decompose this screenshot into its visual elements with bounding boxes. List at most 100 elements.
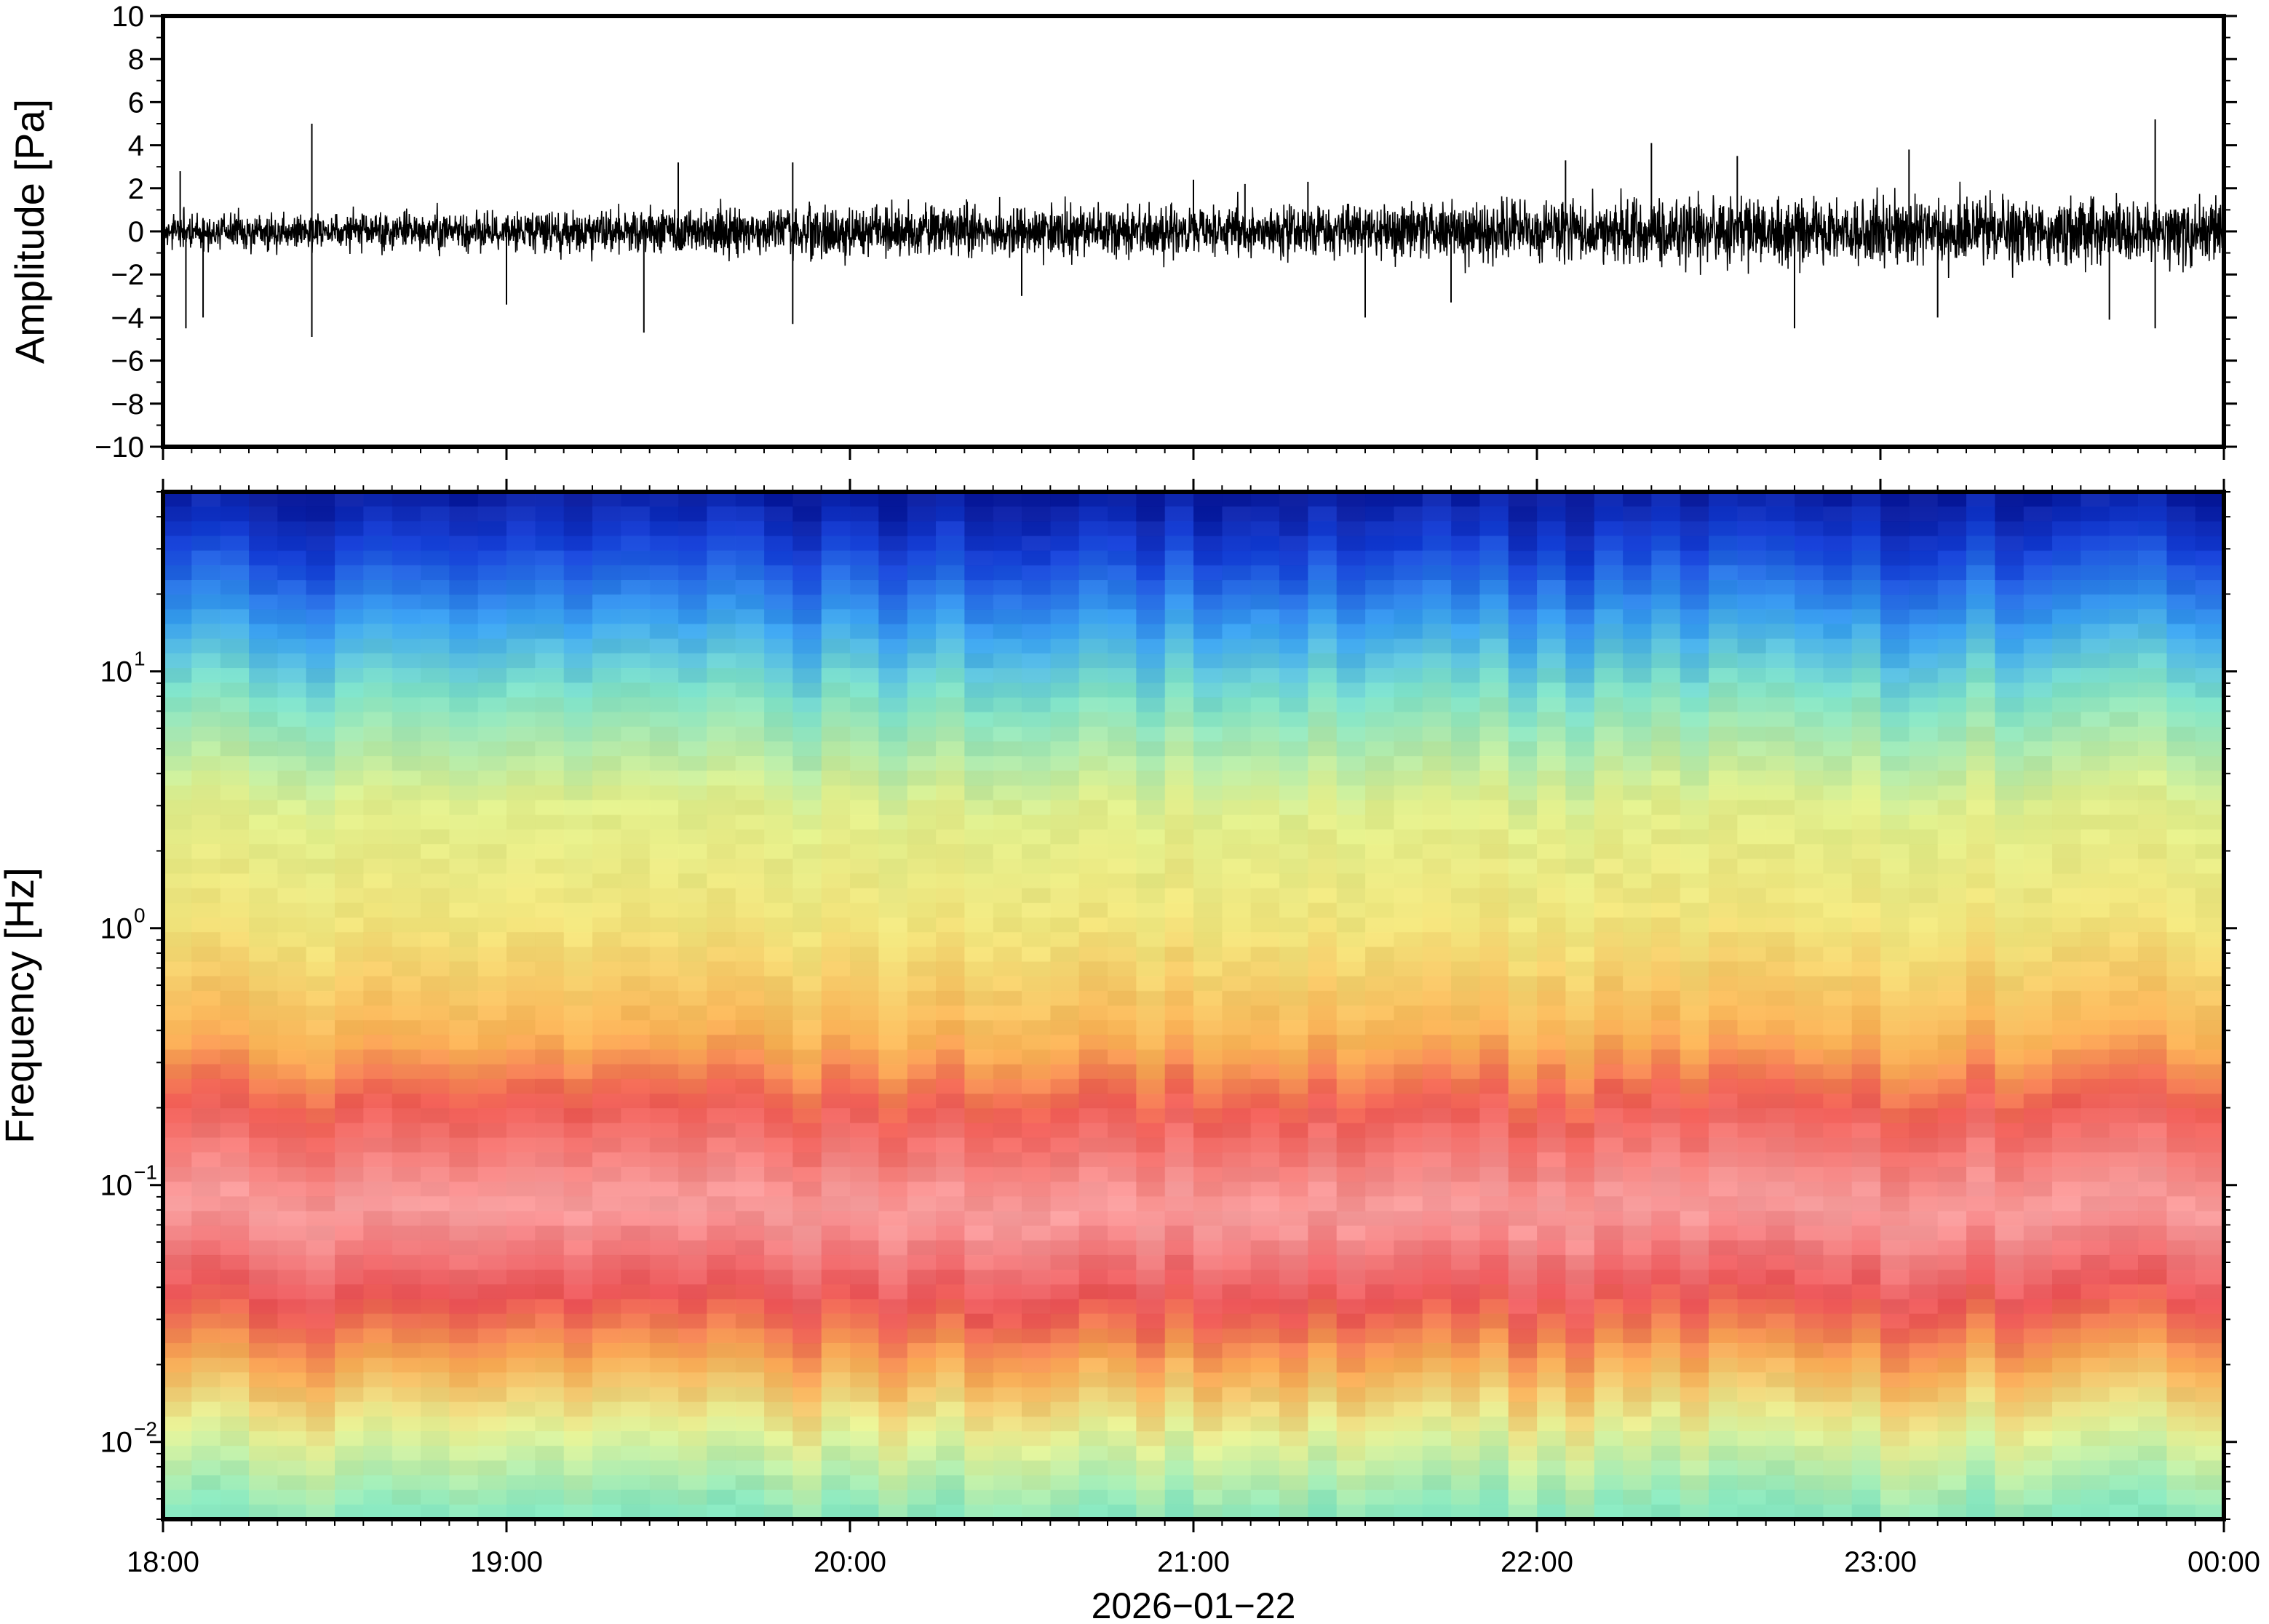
spectrogram-cell [477, 580, 507, 595]
spectrogram-cell [878, 1504, 908, 1519]
spectrogram-cell [191, 961, 221, 977]
spectrogram-cell [1422, 1137, 1452, 1153]
spectrogram-cell [878, 1401, 908, 1417]
spectrogram-cell [1651, 902, 1681, 918]
spectrogram-cell [1050, 1152, 1080, 1168]
spectrogram-cell [449, 1504, 479, 1519]
spectrogram-cell [1479, 668, 1509, 683]
spectrogram-cell [563, 990, 593, 1006]
spectrogram-cell [936, 506, 965, 522]
spectrogram-cell [449, 506, 479, 522]
spectrogram-cell [1336, 800, 1366, 816]
spectrogram-cell [2081, 947, 2110, 963]
spectrogram-cell [1078, 1460, 1108, 1476]
spectrogram-cell [1164, 1035, 1194, 1051]
spectrogram-cell [1022, 1328, 1051, 1344]
spectrogram-cell [191, 829, 221, 845]
spectrogram-cell [2023, 1372, 2053, 1388]
spectrogram-cell [191, 785, 221, 801]
spectrogram-cell [592, 756, 621, 771]
spectrogram-cell [1451, 1035, 1480, 1051]
spectrogram-cell [163, 1035, 192, 1051]
spectrogram-cell [1537, 741, 1566, 757]
spectrogram-cell [1479, 1152, 1509, 1168]
spectrogram-cell [1279, 1387, 1308, 1403]
spectrogram-cell [1164, 1460, 1194, 1476]
spectrogram-cell [1995, 1446, 2024, 1461]
spectrogram-cell [1479, 1372, 1509, 1388]
spectrogram-cell [1594, 1094, 1624, 1109]
spectrogram-cell [392, 668, 421, 683]
spectrogram-cell [1651, 1270, 1681, 1285]
spectrogram-cell [1709, 1006, 1738, 1021]
spectrogram-cell [1394, 829, 1423, 845]
spectrogram-cell [1365, 1430, 1394, 1446]
spectrogram-cell [449, 565, 479, 581]
spectrogram-cell [2081, 492, 2110, 507]
spectrogram-cell [1795, 1460, 1824, 1476]
spectrogram-cell [1222, 1094, 1252, 1109]
spectrogram-cell [2081, 829, 2110, 845]
spectrogram-cell [1765, 1225, 1795, 1241]
spectrogram-cell [1451, 506, 1480, 522]
spectrogram-cell [1880, 1035, 1910, 1051]
spectrogram-cell [2138, 990, 2167, 1006]
spectrogram-cell [1823, 844, 1853, 859]
spectrogram-cell [1479, 506, 1509, 522]
spectrogram-cell [621, 1299, 651, 1315]
spectrogram-cell [621, 990, 651, 1006]
spectrogram-cell [1937, 668, 1967, 683]
spectrogram-cell [678, 1049, 707, 1065]
spectrogram-cell [2109, 785, 2139, 801]
spectrogram-cell [449, 1313, 479, 1329]
spectrogram-cell [1851, 492, 1881, 507]
spectrogram-cell [335, 594, 364, 610]
spectrogram-cell [792, 550, 822, 566]
spectrogram-cell [621, 1504, 651, 1519]
spectrogram-cell [249, 1006, 278, 1021]
spectrogram-cell [535, 521, 565, 537]
spectrogram-cell [878, 1123, 908, 1139]
spectrogram-cell [249, 1401, 278, 1417]
spectrogram-cell [878, 1313, 908, 1329]
spectrogram-cell [363, 726, 393, 742]
spectrogram-cell [1765, 756, 1795, 771]
spectrogram-cell [2138, 1504, 2167, 1519]
spectrogram-cell [1479, 1211, 1509, 1227]
spectrogram-cell [1108, 1416, 1137, 1432]
spectrogram-cell [592, 1504, 621, 1519]
spectrogram-cell [993, 697, 1022, 713]
spectrogram-cell [735, 1254, 765, 1270]
spectrogram-cell [964, 697, 994, 713]
spectrogram-cell [1537, 873, 1566, 889]
spectrogram-cell [1250, 814, 1280, 830]
spectrogram-cell [621, 1078, 651, 1094]
spectrogram-cell [821, 1372, 851, 1388]
spectrogram-cell [1795, 1328, 1824, 1344]
spectrogram-cell [2109, 712, 2139, 728]
spectrogram-cell [1193, 1358, 1223, 1373]
spectrogram-cell [1422, 594, 1452, 610]
spectrogram-cell [1078, 697, 1108, 713]
spectrogram-cell [707, 814, 736, 830]
spectrogram-cell [1651, 873, 1681, 889]
spectrogram-cell [1022, 1152, 1051, 1168]
spectrogram-cell [277, 961, 307, 977]
spectrogram-cell [964, 873, 994, 889]
spectrogram-cell [1394, 785, 1423, 801]
spectrogram-cell [477, 1270, 507, 1285]
spectrogram-cell [506, 1460, 536, 1476]
spectrogram-cell [821, 1182, 851, 1197]
spectrogram-cell [1193, 1020, 1223, 1035]
spectrogram-cell [1022, 1270, 1051, 1285]
spectrogram-cell [1623, 1078, 1652, 1094]
spectrogram-cell [649, 1460, 679, 1476]
spectrogram-cell [1394, 492, 1423, 507]
spectrogram-cell [764, 1504, 793, 1519]
spectrogram-cell [907, 859, 937, 875]
spectrogram-cell [506, 1284, 536, 1300]
spectrogram-cell [907, 536, 937, 552]
spectrogram-cell [2023, 741, 2053, 757]
spectrogram-cell [2023, 1094, 2053, 1109]
spectrogram-cell [1164, 1020, 1194, 1035]
